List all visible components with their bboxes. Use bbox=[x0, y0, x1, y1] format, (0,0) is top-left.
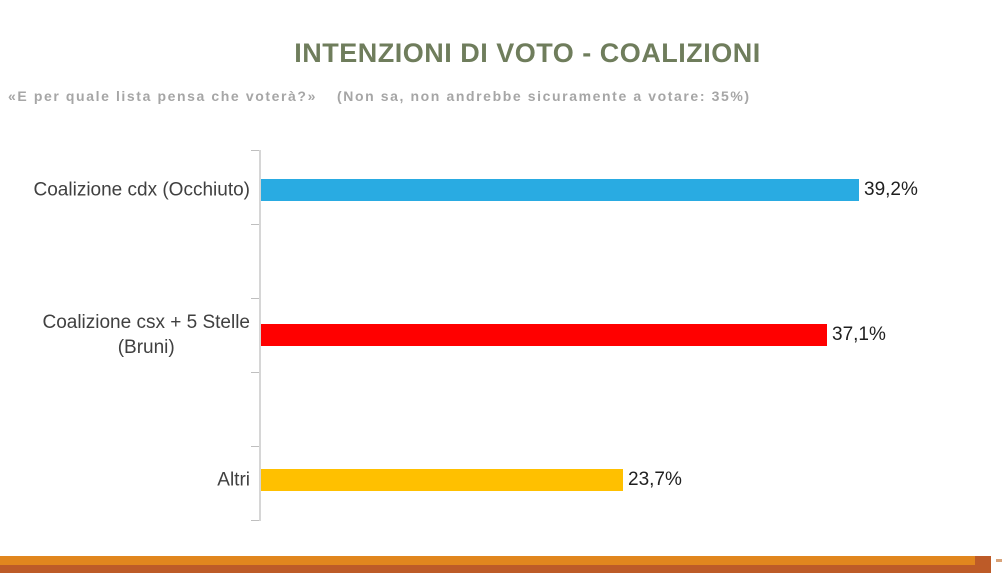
axis-tick bbox=[251, 150, 259, 151]
bar-2 bbox=[261, 469, 623, 491]
category-axis-line bbox=[259, 150, 261, 521]
value-label-1: 37,1% bbox=[832, 324, 886, 345]
footer-accent-dot bbox=[996, 559, 1002, 562]
footer-stripe-rust bbox=[0, 565, 991, 573]
subtitle-question: «E per quale lista pensa che voterà?» bbox=[8, 88, 317, 104]
axis-tick bbox=[251, 446, 259, 447]
axis-tick bbox=[251, 372, 259, 373]
footer-stripe-cap bbox=[975, 556, 991, 565]
chart-title: INTENZIONI DI VOTO - COALIZIONI bbox=[294, 38, 761, 68]
category-label-1: Coalizione csx + 5 Stelle (Bruni) bbox=[42, 312, 250, 358]
bar-1 bbox=[261, 324, 827, 346]
axis-tick bbox=[251, 520, 259, 521]
chart-subtitle: «E per quale lista pensa che voterà?» (No… bbox=[8, 88, 751, 104]
bar-0 bbox=[261, 179, 859, 201]
value-label-2: 23,7% bbox=[628, 469, 682, 490]
axis-tick bbox=[251, 224, 259, 225]
footer-stripe-orange bbox=[0, 556, 975, 565]
axis-tick bbox=[251, 298, 259, 299]
subtitle-note: (Non sa, non andrebbe sicuramente a vota… bbox=[336, 88, 751, 104]
value-label-0: 39,2% bbox=[864, 179, 918, 200]
category-label-0: Coalizione cdx (Occhiuto) bbox=[33, 179, 250, 201]
category-label-2: Altri bbox=[217, 469, 250, 491]
